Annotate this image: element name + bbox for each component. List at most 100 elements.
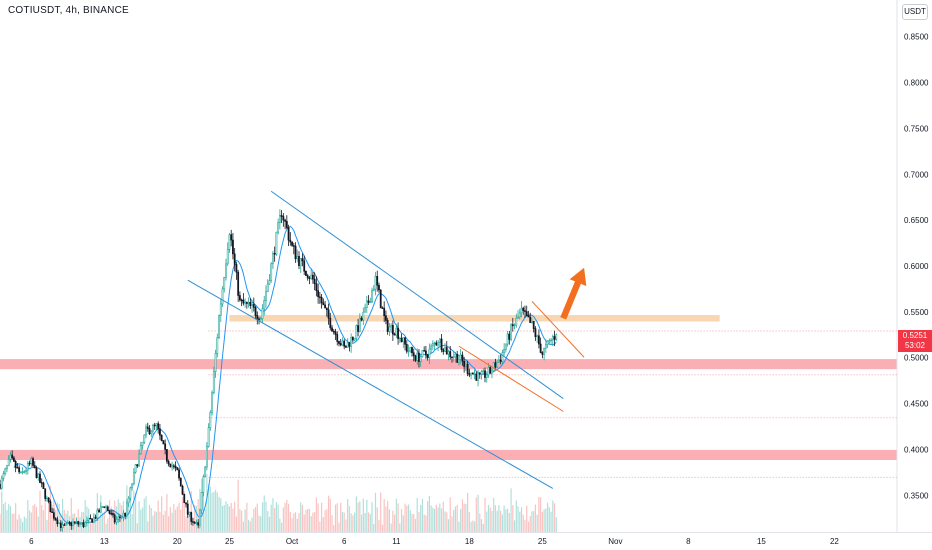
price-zone — [0, 359, 897, 370]
candle-body — [428, 348, 431, 359]
candle-body — [416, 352, 419, 361]
volume-bar — [129, 497, 131, 532]
volume-bar — [291, 518, 293, 532]
candle-body — [99, 506, 102, 513]
volume-bar — [496, 510, 498, 532]
candle-body — [143, 434, 146, 443]
candle-body — [531, 320, 533, 323]
candle-body — [504, 343, 507, 350]
volume-bar — [265, 501, 267, 532]
candle-body — [544, 344, 547, 349]
volume-bar — [331, 515, 333, 532]
candle-body — [106, 506, 109, 511]
volume-bar — [520, 507, 523, 532]
volume-bar — [381, 524, 384, 532]
candle-body — [30, 458, 33, 464]
volume-bar — [472, 520, 474, 532]
candle-body — [343, 340, 346, 347]
candle-body — [21, 471, 24, 473]
volume-bar — [300, 502, 302, 532]
volume-bar — [298, 513, 300, 532]
volume-bar — [225, 501, 227, 532]
candle-body — [115, 518, 118, 523]
candle-body — [33, 465, 36, 469]
candle-body — [202, 476, 205, 493]
candle-body — [273, 253, 276, 255]
volume-bar — [507, 508, 509, 532]
candle-body — [524, 310, 526, 312]
candle-body — [70, 522, 73, 527]
candle-body — [113, 514, 116, 523]
volume-bar — [239, 509, 241, 532]
volume-bar — [411, 513, 413, 532]
candle-body — [159, 428, 161, 436]
volume-bar — [256, 503, 258, 532]
volume-bar — [428, 495, 430, 532]
candle-body — [551, 336, 554, 341]
candle-body — [40, 482, 43, 484]
candle-body — [96, 509, 99, 519]
candle-body — [218, 315, 220, 338]
volume-bar — [394, 514, 396, 532]
candle-body — [513, 324, 516, 327]
volume-bar — [519, 511, 521, 532]
volume-bar — [475, 497, 477, 532]
volume-bar — [13, 513, 15, 532]
candle-body — [4, 468, 7, 474]
volume-bar — [275, 502, 278, 532]
candle-body — [92, 517, 95, 523]
candle-body — [510, 324, 512, 340]
volume-bar — [446, 512, 448, 532]
candle-body — [117, 516, 120, 520]
volume-bar — [8, 504, 10, 532]
candle-body — [306, 275, 309, 279]
x-tick-label: 22 — [830, 537, 839, 546]
candle-body — [383, 307, 386, 316]
candle-body — [289, 239, 292, 243]
candle-body — [445, 347, 448, 355]
volume-bar — [221, 506, 224, 532]
candle-body — [160, 434, 163, 441]
candle-body — [0, 484, 1, 489]
volume-bar — [392, 510, 394, 532]
currency-unit-button[interactable]: USDT — [902, 4, 928, 20]
candle-body — [94, 517, 97, 519]
volume-bar — [467, 492, 469, 532]
candle-body — [139, 445, 142, 455]
volume-bar — [75, 520, 78, 532]
volume-bar — [293, 513, 295, 532]
volume-bar — [11, 513, 13, 532]
candle-body — [207, 427, 210, 447]
volume-bar — [58, 503, 60, 532]
candle-body — [232, 239, 234, 255]
candle-body — [270, 263, 273, 281]
candle-body — [167, 460, 170, 465]
dotted-levels — [208, 330, 897, 478]
volume-bar — [261, 502, 264, 532]
volume-bar — [171, 512, 173, 532]
volume-bar — [268, 516, 271, 532]
volume-bar — [145, 496, 147, 532]
chart-title: COTIUSDT, 4h, BINANCE — [8, 5, 129, 16]
candle-body — [228, 234, 231, 250]
volume-bar — [440, 508, 443, 532]
arrow-shape — [560, 267, 587, 320]
candle-body — [101, 506, 104, 508]
candle-body — [452, 356, 455, 358]
candle-body — [52, 512, 55, 519]
volume-bar — [254, 506, 257, 532]
candle-body — [146, 426, 149, 429]
candle-body — [397, 327, 399, 339]
candle-body — [136, 464, 139, 467]
volume-bar — [178, 502, 180, 532]
volume-bar — [107, 518, 109, 532]
volume-bar — [555, 517, 557, 532]
candle-body — [458, 359, 460, 363]
up-arrow — [560, 267, 587, 320]
candle-body — [272, 253, 274, 265]
candle-body — [412, 352, 415, 357]
candle-body — [482, 370, 485, 372]
candles — [0, 209, 558, 532]
candle-body — [266, 283, 269, 292]
